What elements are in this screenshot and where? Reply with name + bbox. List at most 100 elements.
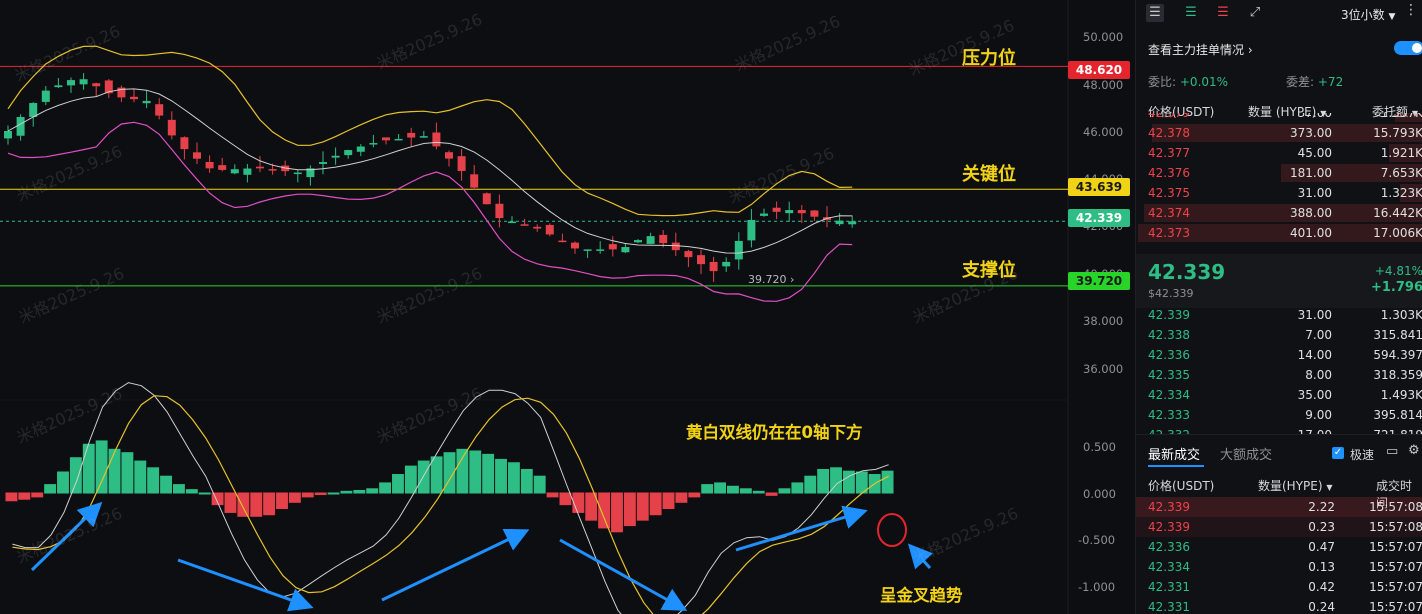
order-row[interactable]: 42.332 17.00 721.819 — [1136, 425, 1422, 435]
order-row[interactable]: 42.334 35.00 1.493K — [1136, 385, 1422, 405]
order-row[interactable]: 42.374 388.00 16.442K — [1136, 203, 1422, 223]
macd-bar — [842, 470, 855, 494]
order-qty: 9.00 — [1305, 408, 1332, 422]
order-price: 42.377 — [1148, 146, 1190, 160]
macd-bar — [804, 475, 817, 494]
wei-cha: 委差: +72 — [1286, 75, 1344, 89]
macd-bar — [224, 492, 237, 513]
candle-body — [445, 152, 453, 159]
expand-icon[interactable]: ⤢ — [1249, 5, 1261, 20]
order-total: 395.814 — [1373, 408, 1422, 422]
order-row[interactable]: 42.373 401.00 17.006K — [1136, 223, 1422, 243]
decimal-select[interactable]: 3位小数 ▼ — [1341, 6, 1395, 23]
macd-bar — [198, 492, 211, 495]
fast-checkbox[interactable]: ✓ — [1332, 447, 1344, 459]
order-total: 315.841 — [1373, 328, 1422, 342]
gear-icon[interactable]: ⚙ — [1408, 443, 1420, 458]
candle-body — [545, 224, 554, 235]
trades-tabs: 最新成交 大额成交 ✓ 极速 ▭ ⚙ — [1136, 434, 1422, 473]
mid-price-usd: $42.339 — [1148, 287, 1194, 300]
order-price: 42.373 — [1148, 226, 1190, 240]
macd-bar — [44, 484, 57, 494]
macd-bar — [752, 490, 765, 494]
golden-cross-circle — [877, 513, 907, 547]
order-total: 1.323K — [1380, 186, 1422, 200]
macd-bar — [69, 457, 82, 494]
macd-bar — [95, 440, 108, 494]
order-qty: 17.00 — [1297, 428, 1332, 435]
candle-body — [369, 143, 378, 145]
trade-price: 42.339 — [1148, 520, 1190, 534]
order-row[interactable]: 42.339 31.00 1.303K — [1136, 305, 1422, 325]
trade-time: 15:57:07 — [1369, 580, 1422, 594]
orderbook-both-icon[interactable]: ☰ — [1146, 4, 1164, 22]
depth-bar — [1143, 204, 1422, 222]
candle-body — [331, 155, 340, 158]
macd-bar — [276, 492, 288, 510]
macd-bar — [675, 492, 688, 503]
order-row[interactable]: 42.335 8.00 318.359 — [1136, 365, 1422, 385]
macd-bar — [714, 482, 727, 494]
order-row[interactable]: 42.336 14.00 594.397 — [1136, 345, 1422, 365]
candle-body — [508, 221, 516, 224]
order-qty: 31.00 — [1297, 186, 1332, 200]
order-price: 42.334 — [1148, 388, 1190, 402]
order-row[interactable]: 42.338 7.00 315.841 — [1136, 325, 1422, 345]
depth-bar — [1388, 144, 1422, 162]
order-row[interactable]: 42.378 373.00 15.793K — [1136, 123, 1422, 143]
macd-bar — [160, 475, 172, 494]
order-total: 318.359 — [1373, 368, 1422, 382]
candle-body — [117, 87, 126, 98]
trades-settings-icon[interactable]: ▭ — [1386, 444, 1399, 459]
order-row[interactable]: 42.379 37.00 1.557K — [1136, 113, 1422, 123]
order-row[interactable]: 42.376 181.00 7.653K — [1136, 163, 1422, 183]
candle-body — [734, 240, 743, 260]
candle-body — [457, 156, 466, 171]
macd-bar — [5, 492, 18, 502]
key-level-label: 关键位 — [962, 164, 1016, 185]
depth-bar — [1400, 184, 1422, 202]
order-total: 1.921K — [1380, 146, 1422, 160]
main-orders-toggle[interactable] — [1394, 41, 1422, 55]
resistance-label: 压力位 — [962, 48, 1016, 69]
macd-dif-line — [12, 382, 889, 614]
candle-body — [4, 131, 12, 139]
more-icon[interactable]: ⋮ — [1404, 2, 1418, 18]
order-qty: 388.00 — [1290, 206, 1332, 220]
order-row[interactable]: 42.377 45.00 1.921K — [1136, 143, 1422, 163]
macd-bar — [353, 489, 366, 494]
sort-icon: ▼ — [1326, 483, 1333, 492]
order-qty: 8.00 — [1305, 368, 1332, 382]
macd-bar — [185, 489, 198, 494]
tab-latest-trades[interactable]: 最新成交 — [1148, 448, 1201, 463]
ob-header-total[interactable]: 委托额 ▼ — [1372, 105, 1418, 119]
candle-body — [130, 96, 138, 100]
macd-bar — [366, 488, 379, 494]
tab-large-trades[interactable]: 大额成交 — [1220, 448, 1273, 463]
fast-label[interactable]: 极速 — [1350, 448, 1375, 462]
orderbook-asks-icon[interactable]: ☰ — [1217, 5, 1229, 20]
trade-price: 42.339 — [1148, 500, 1190, 514]
trade-qty: 0.23 — [1308, 520, 1335, 534]
order-price: 42.376 — [1148, 166, 1190, 180]
bollinger-lower — [7, 121, 853, 302]
macd-bar — [623, 492, 636, 527]
support-label: 支撑位 — [962, 260, 1016, 281]
order-row[interactable]: 42.333 9.00 395.814 — [1136, 405, 1422, 425]
order-qty: 45.00 — [1297, 146, 1332, 160]
macd-bar — [701, 484, 714, 494]
trades-list: 42.339 2.22 15:57:08 42.339 0.23 15:57:08 42.3… — [1136, 497, 1422, 614]
candle-body — [205, 161, 214, 169]
order-price: 42.336 — [1148, 348, 1190, 362]
order-row[interactable]: 42.375 31.00 1.323K — [1136, 183, 1422, 203]
order-price: 42.339 — [1148, 308, 1190, 322]
trend-arrow — [559, 538, 688, 611]
candle-body — [382, 137, 390, 141]
trades-header-qty[interactable]: 数量(HYPE) ▼ — [1258, 479, 1333, 493]
chart-canvas[interactable] — [0, 0, 1135, 614]
support-price-tag: 39.720 — [1068, 272, 1130, 290]
macd-tick: -0.500 — [1078, 533, 1116, 547]
chart-pane[interactable]: 50.000 48.000 46.000 44.000 42.000 40.00… — [0, 0, 1135, 614]
orderbook-bids-icon[interactable]: ☰ — [1185, 5, 1197, 20]
ob-header-qty[interactable]: 数量 (HYPE) ▼ — [1248, 105, 1327, 119]
